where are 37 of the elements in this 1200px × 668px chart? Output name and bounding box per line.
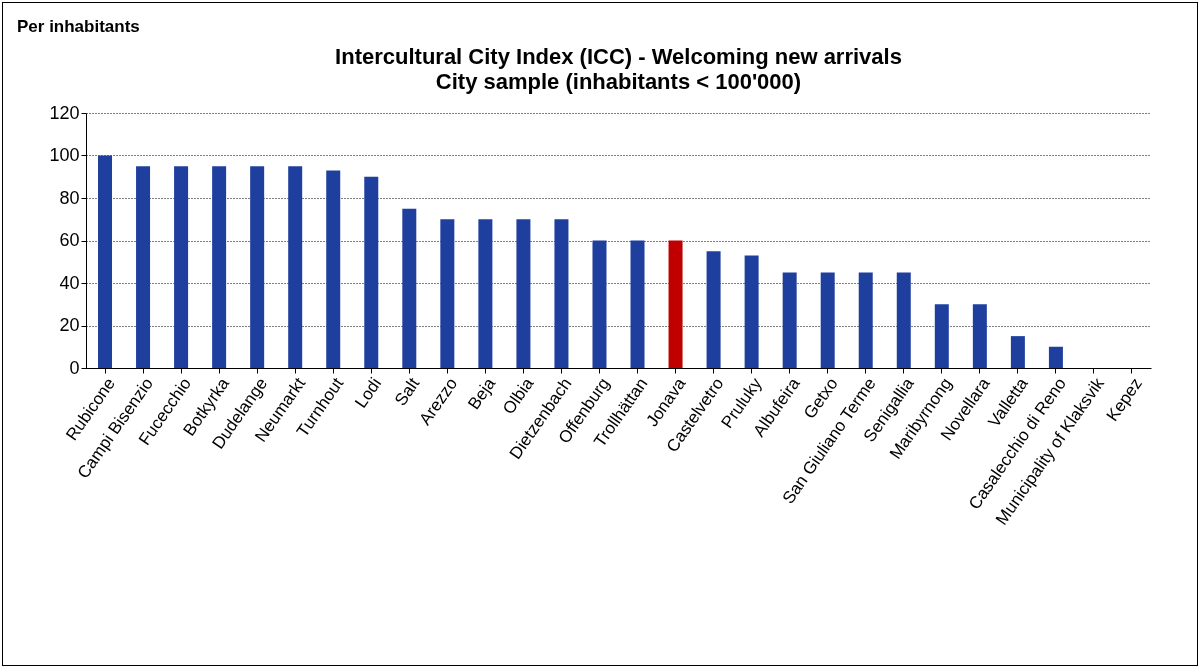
bar <box>478 219 493 368</box>
y-tick-label: 20 <box>59 315 80 335</box>
bar <box>516 219 531 368</box>
bar <box>250 166 265 368</box>
bar <box>1048 346 1063 368</box>
bar <box>440 219 455 368</box>
y-tick-label: 100 <box>49 145 80 165</box>
bar <box>98 155 113 368</box>
bar <box>972 304 987 368</box>
y-tick-label: 120 <box>49 102 80 123</box>
bar <box>136 166 151 368</box>
bar <box>402 208 417 368</box>
bar <box>630 240 645 368</box>
bar <box>288 166 303 368</box>
bar <box>554 219 569 368</box>
y-tick-label: 60 <box>59 230 80 250</box>
y-tick-label: 0 <box>69 357 80 378</box>
bar <box>668 240 683 368</box>
y-tick-label: 40 <box>59 272 80 293</box>
bar <box>858 272 873 368</box>
y-tick-label: 80 <box>59 187 80 208</box>
chart-title: Intercultural City Index (ICC) - Welcoming new arrivals <box>335 44 902 69</box>
bar <box>934 304 949 368</box>
x-tick-label: Salt <box>390 374 424 410</box>
bar <box>1010 336 1025 368</box>
bar <box>744 255 759 368</box>
text: Per inhabitants <box>17 17 140 37</box>
bar <box>592 240 607 368</box>
bar <box>706 251 721 368</box>
bar <box>326 170 341 368</box>
bar <box>820 272 835 368</box>
bar <box>364 176 379 368</box>
bar <box>896 272 911 368</box>
bar <box>174 166 189 368</box>
bar <box>782 272 797 368</box>
chart-subtitle: City sample (inhabitants < 100'000) <box>435 69 802 94</box>
bar <box>212 166 227 368</box>
